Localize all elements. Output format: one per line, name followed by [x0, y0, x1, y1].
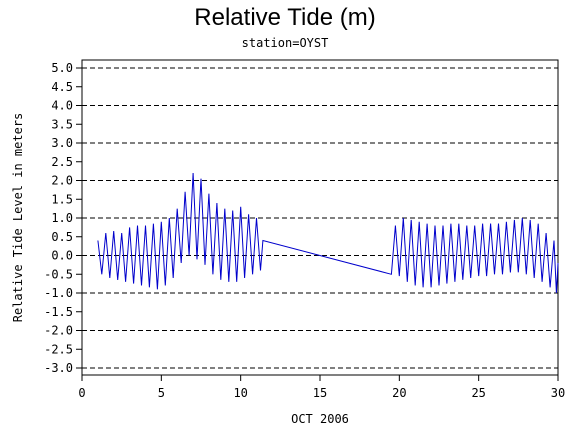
y-tick-label: 3.0: [51, 136, 73, 150]
y-axis-label: Relative Tide Level in meters: [11, 113, 25, 323]
chart-subtitle: station=OYST: [241, 36, 329, 50]
y-tick-label: 5.0: [51, 61, 73, 75]
x-tick-label: 15: [313, 386, 327, 400]
x-axis-label: OCT 2006: [291, 412, 349, 426]
x-tick-label: 5: [158, 386, 165, 400]
chart-title: Relative Tide (m): [194, 4, 376, 31]
y-tick-label: 2.0: [51, 174, 73, 188]
y-tick-label: 0.0: [51, 249, 73, 263]
y-tick-label: -1.0: [44, 286, 73, 300]
y-tick-label: -2.0: [44, 324, 73, 338]
x-tick-label: 25: [471, 386, 485, 400]
y-tick-label: 2.5: [51, 155, 73, 169]
y-tick-label: 4.5: [51, 80, 73, 94]
y-tick-label: 3.5: [51, 117, 73, 131]
series-layer: [97, 172, 559, 294]
x-tick-label: 0: [78, 386, 85, 400]
x-axis: 0 5 10 15 20 25 30: [78, 375, 565, 400]
x-tick-label: 10: [233, 386, 247, 400]
y-axis: 5.0 4.5 4.0 3.5 3.0 2.5 2.0 1.5 1.0 0.5 0.0 -0.5 -1.…: [44, 61, 82, 375]
gridlines: [82, 67, 558, 369]
y-tick-label: -0.5: [44, 267, 73, 281]
x-tick-label: 20: [392, 386, 406, 400]
y-tick-label: -3.0: [44, 361, 73, 375]
y-tick-label: 1.0: [51, 211, 73, 225]
y-tick-label: -1.5: [44, 305, 73, 319]
tide-series-line: [97, 172, 559, 294]
y-tick-label: 0.5: [51, 230, 73, 244]
y-tick-label: -2.5: [44, 342, 73, 356]
y-tick-label: 4.0: [51, 99, 73, 113]
x-tick-label: 30: [551, 386, 565, 400]
y-tick-label: 1.5: [51, 192, 73, 206]
